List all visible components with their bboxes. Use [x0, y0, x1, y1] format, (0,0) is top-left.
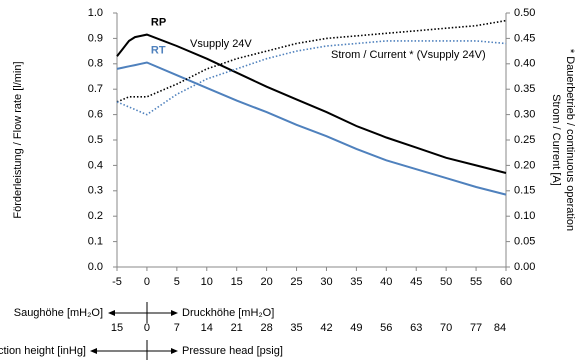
y2-tick-label: 0.50	[514, 7, 535, 19]
y-tick-label: 0.7	[88, 83, 103, 95]
psi-tick-label: 56	[380, 322, 392, 334]
y-tick-label: 0.0	[88, 261, 103, 273]
x-tick-label: 30	[320, 276, 332, 288]
y2-tick-label: 0.05	[514, 236, 535, 248]
series-line	[116, 40, 507, 116]
y-tick-label: 0.6	[88, 109, 103, 121]
x-tick-label: 40	[380, 276, 392, 288]
x-tick-label: 45	[410, 276, 422, 288]
y2-tick-label: 0.35	[514, 83, 535, 95]
annotation: Strom / Current * (Vsupply 24V)	[331, 49, 486, 61]
y-tick-label: 0.1	[88, 236, 103, 248]
direction-arrows	[90, 302, 178, 360]
psi-tick-label: 49	[350, 322, 362, 334]
scale-label: Druckhöhe [mH₂O]	[182, 307, 274, 319]
y-tick-label: 0.2	[88, 210, 103, 222]
x-tick-label: 25	[290, 276, 302, 288]
y2-tick-label: 0.25	[514, 134, 535, 146]
series-label: RT	[151, 44, 166, 56]
scale-label: Suction height [inHg]	[0, 345, 86, 357]
x-tick-label: 5	[174, 276, 180, 288]
annotation: Vsupply 24V	[190, 38, 252, 50]
y2-tick-label: 0.00	[514, 261, 535, 273]
x-tick-label: 10	[201, 276, 213, 288]
x-tick-label: 0	[144, 276, 150, 288]
x-tick-label: -5	[112, 276, 122, 288]
y-tick-label: 0.9	[88, 32, 103, 44]
y2-tick-label: 0.15	[514, 185, 535, 197]
x-tick-label: 50	[440, 276, 452, 288]
scale-label: Pressure head [psig]	[182, 345, 283, 357]
y2-axis-label: Strom / Current [A]	[550, 94, 562, 186]
y-tick-label: 0.4	[88, 159, 103, 171]
psi-tick-label: 42	[320, 322, 332, 334]
y-tick-label: 0.5	[88, 134, 103, 146]
psi-tick-label: 21	[231, 322, 243, 334]
psi-tick-label: 28	[260, 322, 272, 334]
y2-tick-label: 0.40	[514, 58, 535, 70]
y2-tick-label: 0.30	[514, 109, 535, 121]
psi-tick-label: 14	[201, 322, 213, 334]
series-line	[116, 33, 507, 174]
y2-note: * Dauerbetrieb / continuous operation	[564, 49, 576, 231]
psi-tick-label: 63	[410, 322, 422, 334]
psi-tick-label: 15	[111, 322, 123, 334]
y2-tick-label: 0.45	[514, 32, 535, 44]
series-line	[116, 19, 507, 103]
psi-tick-label: 7	[174, 322, 180, 334]
y-tick-label: 0.3	[88, 185, 103, 197]
psi-tick-label: 35	[290, 322, 302, 334]
psi-tick-label: 0	[144, 322, 150, 334]
psi-tick-label: 84	[494, 322, 506, 334]
y-axis-label: Förderleistung / Flow rate [l/min]	[12, 61, 24, 218]
series-label: RP	[151, 16, 166, 28]
y2-tick-label: 0.20	[514, 159, 535, 171]
x-tick-label: 35	[350, 276, 362, 288]
y-tick-label: 0.8	[88, 58, 103, 70]
x-tick-label: 15	[231, 276, 243, 288]
x-tick-label: 60	[500, 276, 512, 288]
y2-tick-label: 0.10	[514, 210, 535, 222]
series-line	[116, 61, 507, 196]
scale-label: Saughöhe [mH₂O]	[14, 307, 103, 319]
x-tick-label: 55	[470, 276, 482, 288]
x-tick-label: 20	[260, 276, 272, 288]
psi-tick-label: 70	[440, 322, 452, 334]
psi-tick-label: 77	[470, 322, 482, 334]
y-tick-label: 1.0	[88, 7, 103, 19]
